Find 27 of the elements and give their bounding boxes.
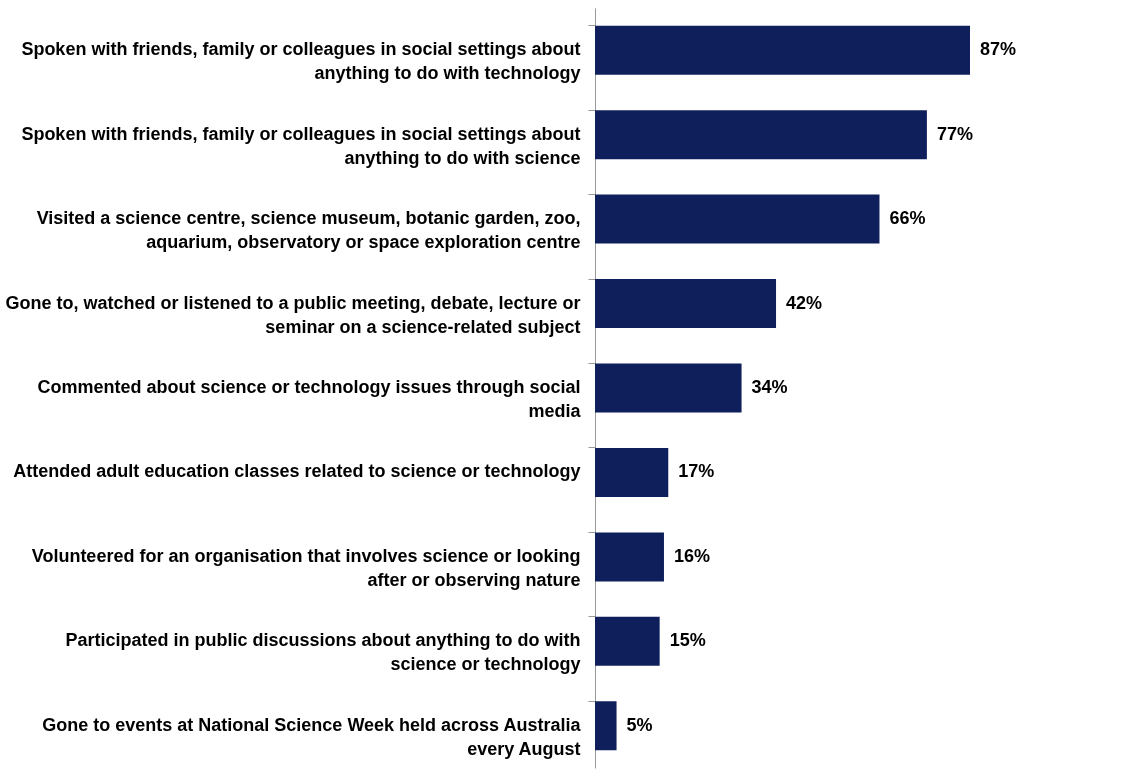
bar bbox=[595, 25, 970, 75]
data-label: 34% bbox=[751, 377, 788, 397]
y-tick-label: Spoken with friends, family or colleagues in social settings about anything to do with science bbox=[21, 123, 581, 168]
y-tick-label: Visited a science centre, science museum, botanic garden, zoo, aquarium, observatory or space exploration centre bbox=[36, 208, 581, 253]
data-label: 17% bbox=[678, 461, 715, 482]
bar bbox=[595, 701, 617, 751]
bar bbox=[595, 363, 742, 413]
bar bbox=[595, 110, 927, 160]
data-label: 77% bbox=[936, 123, 973, 144]
y-tick-label: Attended adult education classes related to science or technology bbox=[13, 461, 581, 482]
data-label: 87% bbox=[980, 39, 1017, 60]
data-label: 42% bbox=[786, 292, 823, 313]
data-label: 66% bbox=[889, 208, 926, 229]
bar bbox=[595, 532, 664, 582]
bar bbox=[595, 279, 777, 329]
y-tick-label: Participated in public discussions about anything to do with science or technology bbox=[65, 630, 581, 675]
y-tick-label: Spoken with friends, family or colleagues in social settings about anything to do with technology bbox=[21, 39, 581, 84]
data-label: 16% bbox=[673, 545, 710, 566]
y-tick-label: Gone to events at National Science Week held across Australia every August bbox=[42, 714, 582, 759]
y-tick-label: Gone to, watched or listened to a public meeting, debate, lecture or seminar on a science-related subject bbox=[5, 292, 581, 337]
y-tick-label: Volunteered for an organisation that involves science or looking after or observing nature bbox=[31, 545, 581, 590]
y-tick-label: Commented about science or technology issues through social media bbox=[37, 377, 582, 421]
bar bbox=[595, 447, 669, 497]
bar bbox=[595, 616, 660, 666]
data-label: 5% bbox=[626, 714, 653, 735]
bar bbox=[595, 194, 880, 244]
data-label: 15% bbox=[669, 630, 706, 651]
